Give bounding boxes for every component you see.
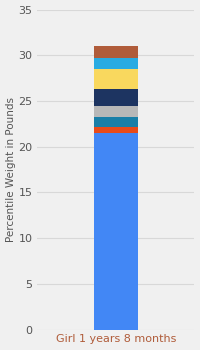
Bar: [94, 69, 138, 89]
Y-axis label: Percentile Weight in Pounds: Percentile Weight in Pounds: [6, 97, 16, 242]
Bar: [94, 106, 138, 118]
Bar: [94, 58, 138, 69]
Bar: [94, 133, 138, 330]
Bar: [94, 46, 138, 58]
Bar: [94, 127, 138, 133]
Bar: [94, 118, 138, 127]
Bar: [94, 89, 138, 106]
